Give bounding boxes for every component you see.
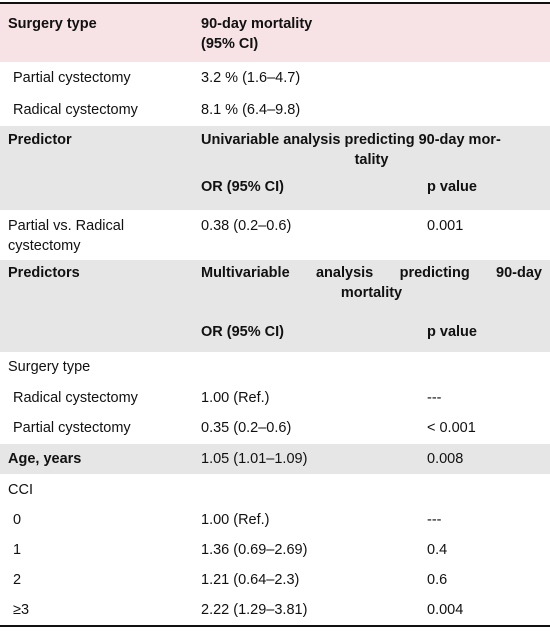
table-row: Partial vs. Radical cystectomy 0.38 (0.2…: [0, 210, 550, 260]
age-label: Age, years: [8, 451, 82, 467]
age-or: 1.05 (1.01–1.09): [201, 451, 308, 467]
row-p: 0.6: [427, 572, 448, 588]
table-row: Partial cystectomy 0.35 (0.2–0.6) < 0.00…: [0, 412, 550, 444]
row-label-line1: Partial vs. Radical: [8, 218, 125, 234]
table-row: ≥3 2.22 (1.29–3.81) 0.004: [0, 594, 550, 625]
row-label: 2: [13, 572, 22, 588]
univariable-p-label: p value: [427, 179, 477, 195]
row-label: Radical cystectomy: [13, 102, 138, 118]
table-header-row: Surgery type 90-day mortality (95% CI): [0, 4, 550, 62]
header-mortality-line2: (95% CI): [201, 36, 259, 52]
table-row: 0 1.00 (Ref.) ---: [0, 504, 550, 534]
row-or: 1.00 (Ref.): [201, 390, 270, 406]
row-or: 0.35 (0.2–0.6): [201, 420, 292, 436]
table-bottom-rule: [0, 625, 550, 627]
table-row: Radical cystectomy 8.1 % (6.4–9.8): [0, 94, 550, 126]
row-p: ---: [427, 390, 442, 406]
header-surgery-type: Surgery type: [8, 16, 97, 32]
age-row: Age, years 1.05 (1.01–1.09) 0.008: [0, 444, 550, 474]
table-row: 2 1.21 (0.64–2.3) 0.6: [0, 564, 550, 594]
table-row: CCI: [0, 474, 550, 504]
row-label: Radical cystectomy: [13, 390, 138, 406]
cci-label: CCI: [8, 482, 33, 498]
table-top-rule: [0, 2, 550, 4]
table-row: Surgery type: [0, 352, 550, 382]
univariable-section-header: Predictor Univariable analysis predictin…: [0, 126, 550, 210]
row-or: 0.38 (0.2–0.6): [201, 218, 292, 234]
row-or: 1.00 (Ref.): [201, 512, 270, 528]
row-p: 0.001: [427, 218, 464, 234]
age-p: 0.008: [427, 451, 464, 467]
row-label: Partial cystectomy: [13, 70, 131, 86]
row-p: 0.4: [427, 542, 448, 558]
row-p: ---: [427, 512, 442, 528]
row-or: 1.36 (0.69–2.69): [201, 542, 308, 558]
row-label: Partial cystectomy: [13, 420, 131, 436]
univariable-title-line2: tality: [354, 152, 389, 168]
table-row: Partial cystectomy 3.2 % (1.6–4.7): [0, 62, 550, 94]
multivariable-or-label: OR (95% CI): [201, 324, 284, 340]
header-mortality-line1: 90-day mortality: [201, 16, 313, 32]
row-p: 0.004: [427, 602, 464, 618]
univariable-title-line1: Univariable analysis predicting 90-day m…: [201, 132, 501, 148]
table-row: Radical cystectomy 1.00 (Ref.) ---: [0, 382, 550, 412]
row-label: 1: [13, 542, 22, 558]
multivariable-title-line1: Multivariable analysis predicting 90-day: [201, 265, 542, 281]
multivariable-section-header: Predictors Multivariable analysis predic…: [0, 260, 550, 352]
predictors-label: Predictors: [8, 265, 80, 281]
table-row: 1 1.36 (0.69–2.69) 0.4: [0, 534, 550, 564]
row-value: 3.2 % (1.6–4.7): [201, 70, 301, 86]
row-label: 0: [13, 512, 22, 528]
row-label-line2: cystectomy: [8, 238, 81, 254]
univariable-or-label: OR (95% CI): [201, 179, 284, 195]
row-or: 2.22 (1.29–3.81): [201, 602, 308, 618]
row-label: ≥3: [13, 602, 30, 618]
row-or: 1.21 (0.64–2.3): [201, 572, 300, 588]
multivariable-title-line2: mortality: [340, 285, 403, 301]
row-value: 8.1 % (6.4–9.8): [201, 102, 301, 118]
multivariable-p-label: p value: [427, 324, 477, 340]
predictor-label: Predictor: [8, 132, 72, 148]
surgery-type-label: Surgery type: [8, 359, 91, 375]
row-p: < 0.001: [427, 420, 476, 436]
